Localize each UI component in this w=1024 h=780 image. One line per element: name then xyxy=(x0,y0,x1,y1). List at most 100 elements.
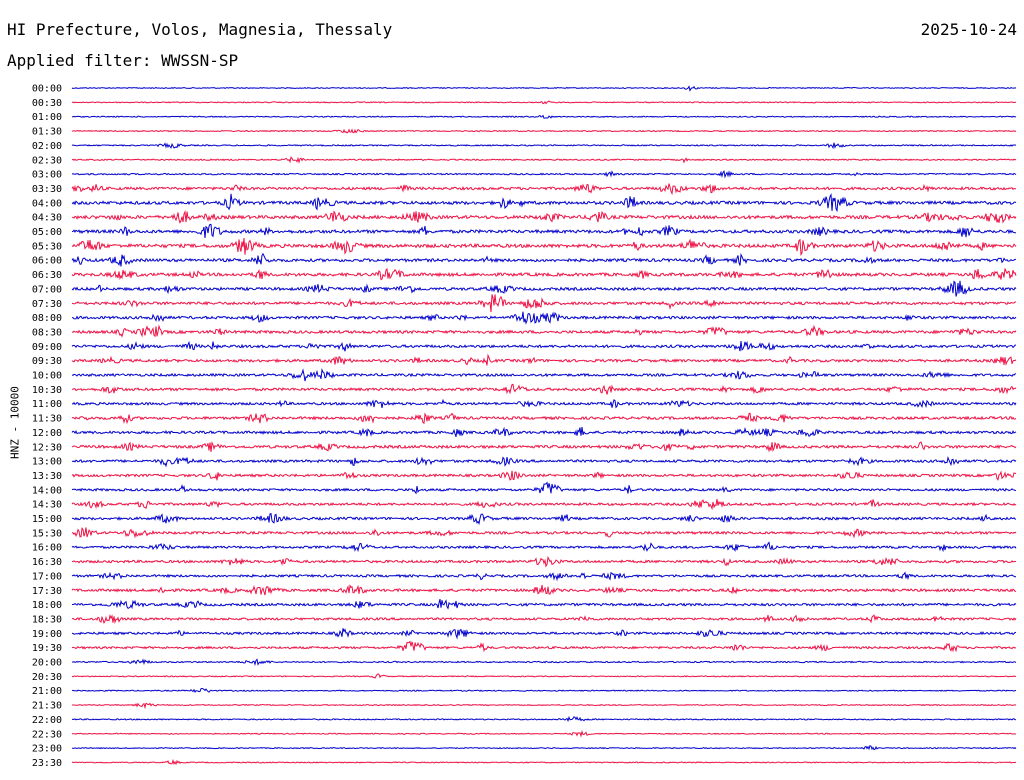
row-time-label: 18:30 xyxy=(32,614,62,625)
plot-date: 2025-10-24 xyxy=(920,20,1017,39)
row-time-label: 20:00 xyxy=(32,658,62,669)
trace-row-0700 xyxy=(71,280,1017,297)
row-time-label: 03:30 xyxy=(32,184,62,195)
trace-row-0400 xyxy=(71,192,1017,213)
trace-row-0100 xyxy=(71,114,1017,119)
row-time-label: 06:00 xyxy=(32,256,62,267)
row-time-label: 05:00 xyxy=(32,227,62,238)
row-time-label: 04:00 xyxy=(32,198,62,209)
row-time-label: 12:00 xyxy=(32,428,62,439)
row-time-label: 02:00 xyxy=(32,141,62,152)
row-time-label: 21:30 xyxy=(32,701,62,712)
row-time-label: 06:30 xyxy=(32,270,62,281)
trace-row-1200 xyxy=(71,426,1017,438)
row-time-label: 15:00 xyxy=(32,514,62,525)
row-time-label: 03:00 xyxy=(32,170,62,181)
row-time-label: 19:00 xyxy=(32,629,62,640)
trace-row-0430 xyxy=(71,210,1017,224)
row-time-label: 19:30 xyxy=(32,643,62,654)
trace-row-1100 xyxy=(71,398,1017,409)
row-time-label: 16:00 xyxy=(32,543,62,554)
trace-row-1700 xyxy=(71,571,1017,582)
row-time-label: 21:00 xyxy=(32,686,62,697)
row-time-label: 10:00 xyxy=(32,371,62,382)
trace-row-1900 xyxy=(71,628,1017,640)
trace-row-0730 xyxy=(71,294,1016,313)
row-time-label: 09:30 xyxy=(32,356,62,367)
row-time-label: 23:00 xyxy=(32,744,62,755)
row-time-label: 08:30 xyxy=(32,327,62,338)
trace-row-0500 xyxy=(71,223,1017,239)
row-time-label: 11:30 xyxy=(32,414,62,425)
row-time-label: 09:00 xyxy=(32,342,62,353)
trace-row-1030 xyxy=(72,383,1017,395)
trace-row-0830 xyxy=(71,324,1017,338)
row-time-label: 17:00 xyxy=(32,571,62,582)
row-time-label: 18:00 xyxy=(32,600,62,611)
trace-row-0030 xyxy=(71,100,1017,105)
row-time-label: 05:30 xyxy=(32,241,62,252)
row-time-label: 08:00 xyxy=(32,313,62,324)
trace-row-2100 xyxy=(71,687,1017,693)
trace-row-0930 xyxy=(71,353,1017,366)
row-time-label: 01:30 xyxy=(32,127,62,138)
trace-row-1130 xyxy=(71,412,1017,425)
trace-row-2000 xyxy=(71,658,1017,667)
row-time-label: 07:30 xyxy=(32,299,62,310)
row-time-label: 04:30 xyxy=(32,213,62,224)
row-time-label: 00:00 xyxy=(32,84,62,95)
trace-row-0330 xyxy=(71,183,1017,196)
trace-row-0200 xyxy=(71,142,1017,150)
trace-row-2130 xyxy=(72,702,1017,710)
trace-row-1830 xyxy=(71,613,1017,624)
row-time-label: 14:30 xyxy=(32,500,62,511)
trace-row-1600 xyxy=(71,541,1017,553)
row-time-label: 17:30 xyxy=(32,586,62,597)
trace-row-0600 xyxy=(71,252,1017,267)
trace-row-0530 xyxy=(71,237,1017,257)
row-time-label: 00:30 xyxy=(32,98,62,109)
trace-row-1230 xyxy=(71,440,1017,453)
trace-row-1000 xyxy=(71,368,1016,382)
row-time-label: 07:00 xyxy=(32,284,62,295)
trace-row-2030 xyxy=(71,673,1017,679)
trace-row-0900 xyxy=(71,340,1016,352)
row-time-label: 13:30 xyxy=(32,471,62,482)
trace-row-0130 xyxy=(71,128,1017,134)
trace-row-1730 xyxy=(71,584,1017,596)
row-time-label: 10:30 xyxy=(32,385,62,396)
trace-row-1430 xyxy=(71,498,1017,511)
row-time-label: 22:00 xyxy=(32,715,62,726)
trace-row-2230 xyxy=(72,730,1017,738)
trace-row-1530 xyxy=(72,527,1017,539)
trace-row-2300 xyxy=(71,744,1017,751)
row-time-label: 23:30 xyxy=(32,758,62,769)
row-time-label: 14:00 xyxy=(32,485,62,496)
row-time-label: 01:00 xyxy=(32,112,62,123)
trace-row-1930 xyxy=(71,640,1017,653)
station-title: HI Prefecture, Volos, Magnesia, Thessaly xyxy=(7,20,393,39)
trace-row-0630 xyxy=(71,267,1017,281)
trace-row-0800 xyxy=(72,311,1017,325)
trace-row-1400 xyxy=(71,481,1017,495)
trace-row-0230 xyxy=(71,156,1017,164)
trace-row-1500 xyxy=(71,512,1017,525)
row-time-label: 11:00 xyxy=(32,399,62,410)
trace-row-2200 xyxy=(71,715,1017,723)
row-time-label: 02:30 xyxy=(32,155,62,166)
trace-row-1630 xyxy=(71,555,1017,568)
trace-row-0300 xyxy=(71,169,1017,179)
row-time-label: 12:30 xyxy=(32,442,62,453)
trace-row-1300 xyxy=(71,455,1017,468)
row-time-label: 20:30 xyxy=(32,672,62,683)
row-time-label: 13:00 xyxy=(32,457,62,468)
trace-row-0000 xyxy=(71,85,1017,92)
row-time-label: 16:30 xyxy=(32,557,62,568)
filter-label: Applied filter: WWSSN-SP xyxy=(7,51,239,70)
trace-row-1800 xyxy=(71,598,1017,610)
trace-row-1330 xyxy=(71,470,1017,481)
row-time-label: 22:30 xyxy=(32,729,62,740)
row-time-label: 15:30 xyxy=(32,528,62,539)
trace-row-2330 xyxy=(71,758,1017,766)
